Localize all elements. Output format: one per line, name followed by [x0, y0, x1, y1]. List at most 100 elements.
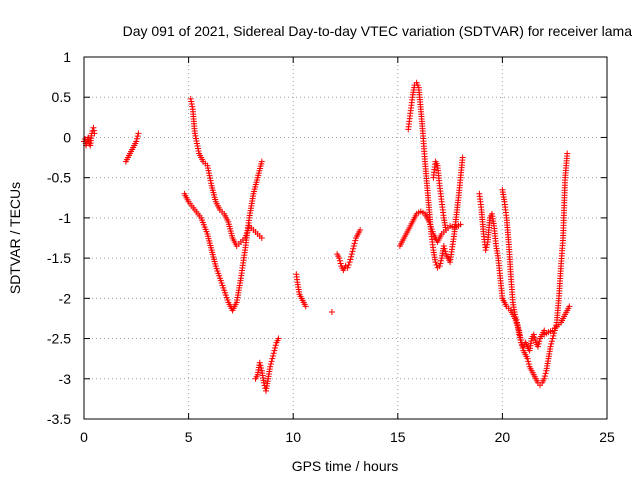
- x-tick-label: 20: [495, 429, 511, 445]
- data-point: [525, 358, 532, 365]
- y-tick-label: 0.5: [52, 89, 72, 105]
- chart-title: Day 091 of 2021, Sidereal Day-to-day VTE…: [123, 23, 633, 39]
- y-tick-label: -1: [59, 210, 72, 226]
- x-tick-label: 25: [599, 429, 615, 445]
- data-point: [192, 135, 199, 142]
- data-point: [350, 245, 357, 252]
- data-point: [483, 244, 490, 251]
- data-point: [482, 247, 489, 254]
- x-tick-label: 0: [80, 429, 88, 445]
- data-point: [344, 264, 351, 271]
- data-point: [519, 344, 526, 351]
- data-point: [193, 140, 200, 147]
- data-point: [536, 338, 543, 345]
- data-point: [267, 363, 274, 370]
- data-point: [547, 343, 554, 350]
- data-point: [351, 240, 358, 247]
- data-point: [550, 332, 557, 339]
- data-point: [542, 370, 549, 377]
- data-point: [205, 170, 212, 177]
- data-point: [357, 226, 364, 233]
- data-point: [268, 358, 275, 365]
- data-point: [269, 352, 276, 359]
- data-point: [257, 362, 264, 369]
- data-point: [336, 255, 343, 262]
- y-tick-label: -1.5: [47, 250, 71, 266]
- data-point: [258, 235, 265, 241]
- data-point: [437, 260, 444, 267]
- data-point: [552, 324, 559, 331]
- data-point: [91, 130, 98, 137]
- data-point: [328, 309, 335, 316]
- data-point: [518, 339, 525, 346]
- data-point: [518, 342, 525, 349]
- data-point: [432, 259, 439, 266]
- data-point: [349, 248, 356, 255]
- data-point: [442, 226, 449, 233]
- data-point: [531, 334, 538, 341]
- data-point: [484, 241, 491, 248]
- data-point: [258, 365, 265, 372]
- data-point: [530, 331, 537, 338]
- x-axis-label: GPS time / hours: [292, 458, 399, 474]
- data-point: [135, 130, 142, 137]
- data-point: [90, 124, 97, 131]
- data-point: [535, 340, 542, 347]
- x-tick-label: 15: [390, 429, 406, 445]
- data-point: [187, 95, 194, 102]
- data-points: [81, 79, 573, 394]
- data-point: [302, 303, 309, 310]
- x-tick-label: 10: [285, 429, 301, 445]
- data-point: [525, 361, 532, 368]
- data-point: [267, 361, 274, 368]
- data-point: [133, 135, 140, 142]
- data-point: [541, 373, 548, 380]
- data-point: [260, 379, 267, 386]
- grid: [84, 57, 607, 419]
- data-point: [459, 154, 466, 161]
- data-point: [204, 162, 211, 169]
- data-point: [134, 133, 141, 140]
- data-point: [350, 243, 357, 250]
- y-tick-label: -2: [59, 290, 72, 306]
- data-point: [258, 158, 265, 165]
- data-point: [548, 338, 555, 345]
- data-point: [438, 257, 445, 264]
- data-point: [345, 261, 352, 268]
- data-point: [436, 263, 443, 270]
- data-point: [90, 127, 97, 134]
- data-point: [191, 130, 198, 137]
- data-point: [204, 165, 211, 172]
- data-point: [207, 177, 214, 184]
- data-point: [195, 148, 202, 155]
- data-point: [208, 180, 215, 187]
- y-tick-label: -3: [59, 371, 72, 387]
- data-point: [553, 322, 560, 329]
- data-point: [347, 256, 354, 263]
- data-point: [564, 150, 571, 157]
- data-point: [352, 237, 359, 244]
- data-point: [270, 350, 277, 357]
- data-point: [541, 375, 548, 382]
- data-point: [442, 248, 449, 255]
- data-point: [272, 344, 279, 351]
- data-point: [337, 260, 344, 267]
- data-point: [133, 138, 140, 145]
- x-tick-label: 5: [185, 429, 193, 445]
- data-point: [440, 243, 447, 250]
- data-point: [256, 359, 263, 366]
- data-point: [457, 221, 464, 228]
- y-tick-label: -0.5: [47, 170, 71, 186]
- data-point: [348, 251, 355, 258]
- data-point: [566, 303, 573, 310]
- data-point: [272, 342, 279, 349]
- plot-frame: [83, 56, 608, 420]
- data-point: [532, 336, 539, 343]
- data-point: [275, 335, 282, 342]
- data-point: [188, 98, 195, 105]
- data-point: [551, 330, 558, 337]
- data-point: [188, 101, 195, 108]
- data-point: [549, 335, 556, 342]
- data-point: [206, 172, 213, 179]
